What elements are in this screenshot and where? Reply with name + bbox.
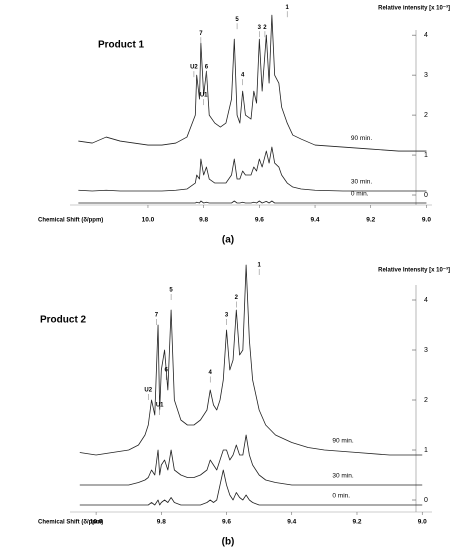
peak-label: 6 bbox=[165, 368, 169, 374]
x-tick-label: 9.6 bbox=[255, 217, 264, 224]
x-tick-label: 9.0 bbox=[422, 217, 431, 224]
trace-label: 90 min. bbox=[332, 438, 354, 445]
y-tick-label: 3 bbox=[424, 347, 428, 354]
peak-label: 6 bbox=[205, 65, 209, 71]
y-tick-label: 4 bbox=[424, 297, 428, 304]
peak-label: U2 bbox=[190, 65, 198, 71]
caption: (b) bbox=[222, 537, 235, 548]
trace-label: 0 min. bbox=[332, 493, 350, 500]
x-axis-label: Chemical Shift (δ/ppm) bbox=[38, 218, 103, 224]
trace-label: 30 min. bbox=[351, 179, 373, 186]
trace-label: 90 min. bbox=[351, 135, 373, 142]
peak-label: 4 bbox=[209, 370, 213, 376]
peak-label: 4 bbox=[241, 73, 245, 79]
x-tick-label: 9.8 bbox=[157, 519, 166, 526]
y-tick-label: 1 bbox=[424, 447, 428, 454]
y-tick-label: 0 bbox=[424, 497, 428, 504]
y-tick-label: 1 bbox=[424, 152, 428, 159]
y-axis-label: Relative Intensity [x 10⁻³] bbox=[378, 267, 450, 274]
x-tick-label: 10.0 bbox=[142, 217, 155, 224]
x-tick-label: 9.6 bbox=[222, 519, 231, 526]
peak-label: 5 bbox=[169, 288, 173, 294]
peak-label: 3 bbox=[225, 313, 229, 319]
peak-label: U1 bbox=[200, 93, 208, 99]
x-tick-label: 9.0 bbox=[418, 519, 427, 526]
spectrum-trace bbox=[78, 200, 427, 204]
y-tick-label: 0 bbox=[424, 192, 428, 199]
peak-label: U1 bbox=[156, 403, 164, 409]
spectrum-trace bbox=[79, 434, 423, 486]
peak-label: 3 bbox=[258, 25, 262, 31]
trace-label: 30 min. bbox=[332, 473, 354, 480]
x-tick-label: 9.2 bbox=[366, 217, 375, 224]
y-tick-label: 4 bbox=[424, 32, 428, 39]
x-tick-label: 9.4 bbox=[311, 217, 320, 224]
peak-label: 7 bbox=[199, 31, 203, 37]
y-tick-label: 2 bbox=[424, 112, 428, 119]
peak-label: U2 bbox=[144, 388, 152, 394]
caption: (a) bbox=[222, 235, 234, 246]
panel-title: Product 1 bbox=[98, 40, 145, 51]
panel-title: Product 2 bbox=[40, 315, 87, 326]
x-tick-label: 9.4 bbox=[287, 519, 296, 526]
spectrum-trace bbox=[78, 14, 427, 152]
peak-label: 5 bbox=[235, 17, 239, 23]
spectrum-trace bbox=[79, 469, 423, 506]
peak-label: 2 bbox=[263, 25, 267, 31]
spectrum-trace bbox=[79, 264, 423, 456]
trace-label: 0 min. bbox=[351, 191, 369, 198]
y-tick-label: 3 bbox=[424, 72, 428, 79]
y-tick-label: 2 bbox=[424, 397, 428, 404]
y-axis-label: Relative intensity [x 10⁻³] bbox=[378, 5, 450, 12]
peak-label: 1 bbox=[286, 5, 290, 11]
x-axis-label: Chemical Shift (δ/ppm) bbox=[38, 520, 103, 526]
x-tick-label: 10.0 bbox=[90, 519, 103, 526]
spectrum-trace bbox=[78, 146, 427, 192]
peak-label: 7 bbox=[155, 313, 159, 319]
peak-label: 1 bbox=[257, 263, 261, 269]
x-tick-label: 9.2 bbox=[352, 519, 361, 526]
x-tick-label: 9.8 bbox=[199, 217, 208, 224]
peak-label: 2 bbox=[235, 295, 239, 301]
